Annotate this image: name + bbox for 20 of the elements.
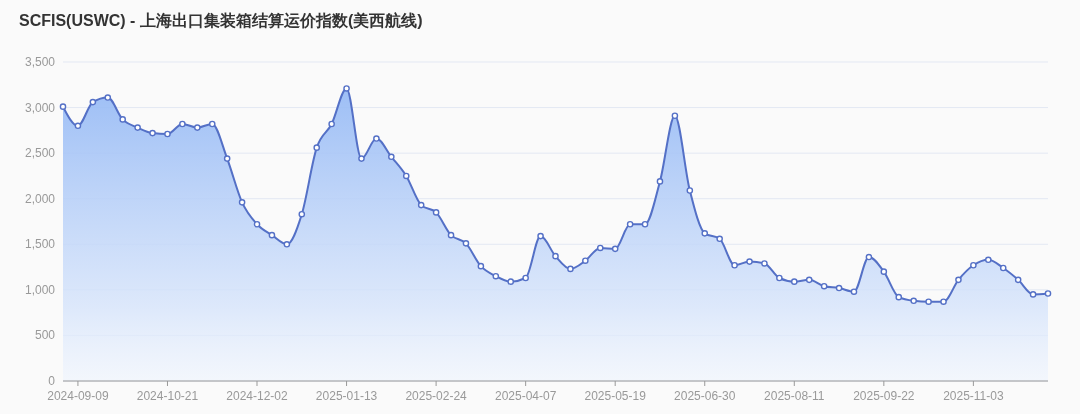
y-tick-label: 2,000 [24, 191, 56, 206]
y-tick-label: 3,000 [24, 100, 56, 115]
x-tick-label: 2025-11-03 [943, 389, 1004, 403]
x-tick-label: 2025-08-11 [764, 389, 825, 403]
x-tick-label: 2025-06-30 [674, 389, 736, 403]
y-tick-label: 2,500 [24, 146, 56, 161]
y-tick-label: 0 [48, 374, 56, 388]
x-tick-label: 2024-10-21 [136, 389, 199, 403]
y-tick-label: 500 [34, 328, 56, 343]
chart-title: SCFIS(USWC) - 上海出口集装箱结算运价指数(美西航线) [19, 11, 423, 29]
x-tick-label: 2024-09-09 [47, 389, 109, 403]
x-tick-label: 2025-04-07 [494, 389, 557, 403]
x-tick-label: 2025-09-22 [853, 389, 915, 403]
y-tick-label: 3,500 [24, 55, 56, 69]
x-tick-label: 2024-12-02 [226, 389, 289, 403]
y-tick-label: 1,500 [24, 237, 56, 252]
x-tick-label: 2025-02-24 [405, 389, 468, 403]
x-tick-label: 2025-05-19 [584, 389, 647, 403]
x-tick-label: 2025-01-13 [315, 389, 378, 403]
y-tick-label: 1,000 [24, 282, 56, 297]
